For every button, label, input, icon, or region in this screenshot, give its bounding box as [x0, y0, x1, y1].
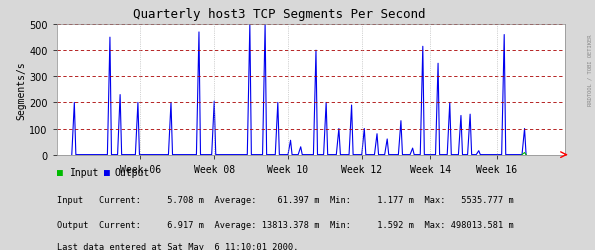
Text: Last data entered at Sat May  6 11:10:01 2000.: Last data entered at Sat May 6 11:10:01 … [57, 242, 298, 250]
Text: Output  Current:     6.917 m  Average: 13813.378 m  Min:     1.592 m  Max: 49801: Output Current: 6.917 m Average: 13813.3… [57, 220, 513, 229]
Text: Quarterly host3 TCP Segments Per Second: Quarterly host3 TCP Segments Per Second [133, 8, 426, 20]
Text: Input: Input [70, 168, 99, 177]
Text: Input   Current:     5.708 m  Average:    61.397 m  Min:     1.177 m  Max:   553: Input Current: 5.708 m Average: 61.397 m… [57, 195, 513, 204]
Text: ■: ■ [104, 168, 110, 177]
Text: ■: ■ [57, 168, 62, 177]
Y-axis label: Segments/s: Segments/s [16, 61, 26, 119]
Text: Output: Output [115, 168, 150, 177]
Text: RRDTOOL / TOBI OETIKER: RRDTOOL / TOBI OETIKER [587, 34, 592, 106]
